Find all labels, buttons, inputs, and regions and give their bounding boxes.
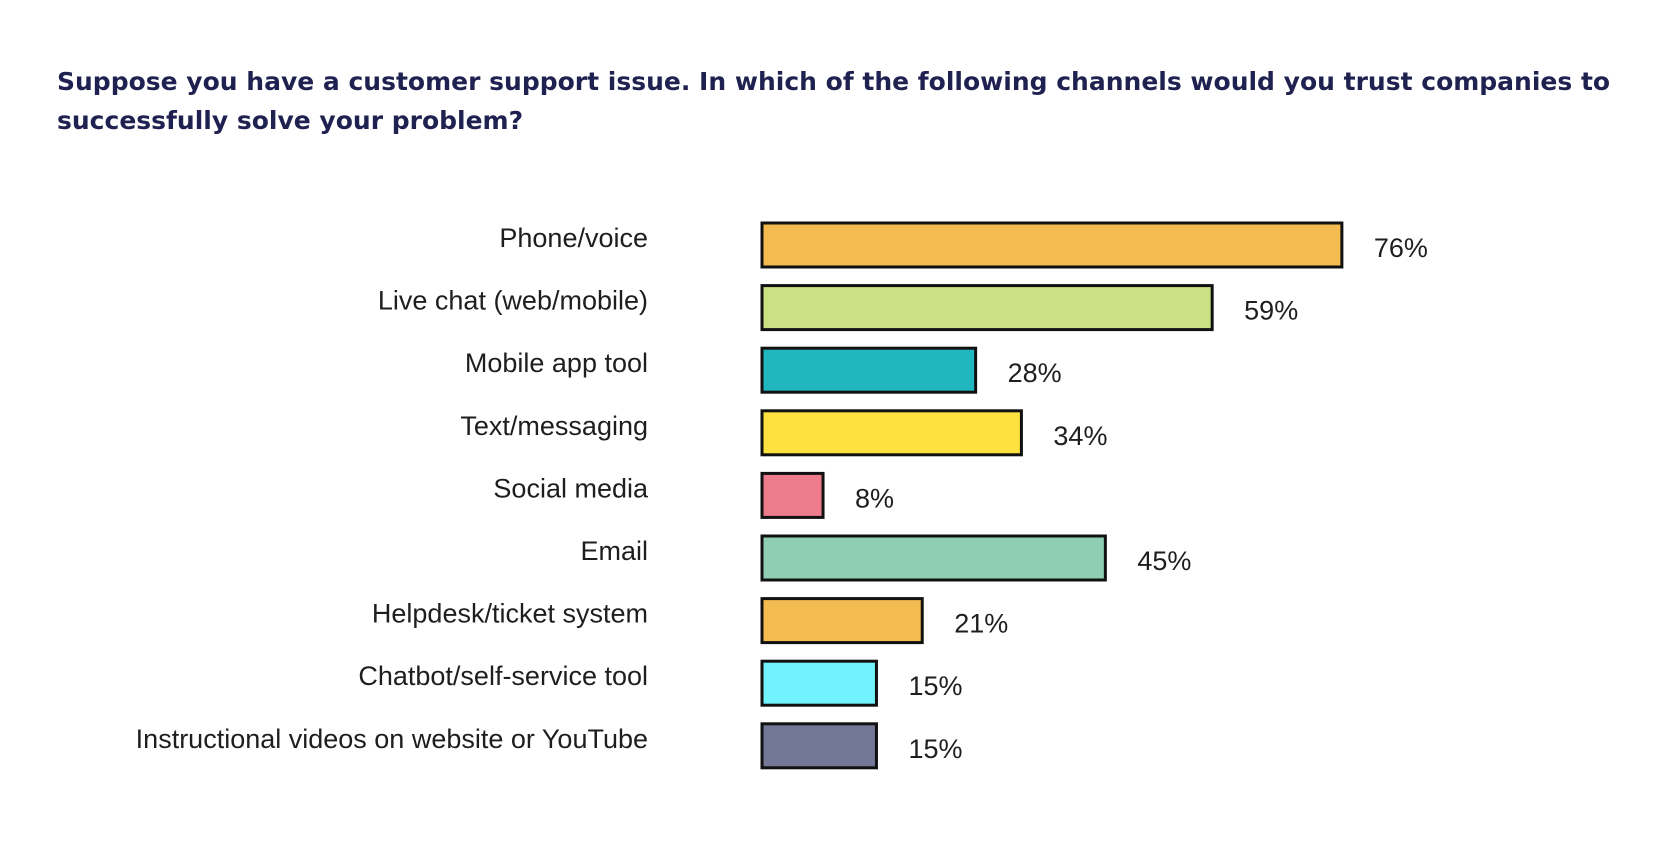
value-label: 15% [908, 671, 962, 701]
category-label: Instructional videos on website or YouTu… [136, 724, 648, 754]
value-label: 28% [1008, 358, 1062, 388]
value-label: 59% [1244, 296, 1298, 326]
category-label: Chatbot/self-service tool [358, 661, 648, 691]
value-label: 34% [1053, 421, 1107, 451]
bar [760, 659, 878, 707]
category-label: Email [580, 536, 648, 566]
bar [760, 221, 1344, 269]
category-label: Live chat (web/mobile) [378, 286, 648, 316]
bar [760, 346, 978, 394]
category-label: Phone/voice [499, 223, 648, 253]
value-label: 15% [908, 734, 962, 764]
value-label: 76% [1374, 233, 1428, 263]
bar [760, 534, 1107, 582]
bar [760, 284, 1214, 332]
bar [760, 471, 825, 519]
value-label: 45% [1137, 546, 1191, 576]
chart-title: Suppose you have a customer support issu… [57, 67, 1611, 135]
category-label: Text/messaging [460, 411, 648, 441]
value-label: 21% [954, 609, 1008, 639]
bar [760, 409, 1023, 457]
value-label: 8% [855, 483, 894, 513]
category-label: Social media [493, 473, 649, 503]
bar [760, 597, 924, 645]
category-label: Mobile app tool [465, 348, 648, 378]
category-label: Helpdesk/ticket system [372, 599, 648, 629]
bar [760, 722, 878, 770]
